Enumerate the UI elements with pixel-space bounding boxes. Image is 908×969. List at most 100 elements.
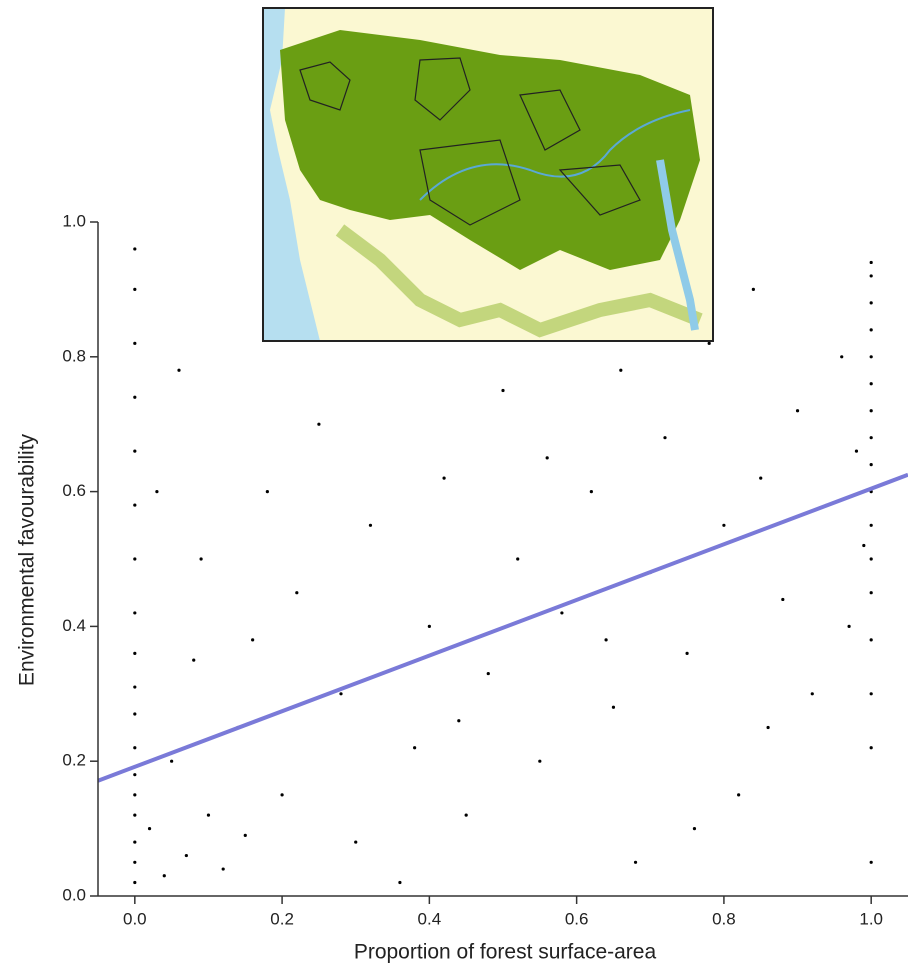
point — [457, 719, 460, 722]
y-tick-label: 0.8 — [62, 346, 86, 365]
point — [133, 247, 136, 250]
x-tick-label: 0.4 — [418, 909, 442, 928]
point — [398, 881, 401, 884]
y-tick-label: 0.6 — [62, 481, 86, 500]
point — [538, 760, 541, 763]
point — [133, 712, 136, 715]
point — [133, 861, 136, 864]
point — [148, 827, 151, 830]
point — [354, 840, 357, 843]
point — [546, 456, 549, 459]
point — [604, 638, 607, 641]
point — [185, 854, 188, 857]
point — [796, 409, 799, 412]
point — [369, 524, 372, 527]
point — [840, 355, 843, 358]
point — [487, 672, 490, 675]
point — [244, 834, 247, 837]
point — [442, 477, 445, 480]
point — [560, 611, 563, 614]
point — [133, 840, 136, 843]
point — [133, 814, 136, 817]
point — [862, 544, 865, 547]
point — [870, 274, 873, 277]
y-axis-title: Environmental favourability — [16, 433, 39, 686]
point — [199, 557, 202, 560]
point — [693, 827, 696, 830]
point — [266, 490, 269, 493]
point — [766, 726, 769, 729]
x-tick-label: 0.8 — [712, 909, 736, 928]
point — [870, 261, 873, 264]
point — [870, 692, 873, 695]
chart: Proportion of forest surface-area Enviro… — [0, 0, 908, 969]
point — [133, 611, 136, 614]
y-tick-label: 0.4 — [62, 616, 86, 635]
point — [133, 503, 136, 506]
point — [870, 355, 873, 358]
point — [413, 746, 416, 749]
x-tick-label: 0.6 — [565, 909, 589, 928]
point — [590, 490, 593, 493]
inset-map — [263, 8, 713, 341]
point — [870, 861, 873, 864]
point — [428, 625, 431, 628]
point — [133, 288, 136, 291]
point — [251, 638, 254, 641]
point — [870, 638, 873, 641]
x-tick-label: 0.2 — [270, 909, 294, 928]
point — [222, 867, 225, 870]
point — [133, 450, 136, 453]
point — [870, 436, 873, 439]
point — [133, 396, 136, 399]
x-tick-label: 0.0 — [123, 909, 147, 928]
point — [133, 685, 136, 688]
point — [133, 746, 136, 749]
point — [295, 591, 298, 594]
point — [339, 692, 342, 695]
point — [619, 369, 622, 372]
point — [781, 598, 784, 601]
point — [133, 652, 136, 655]
point — [207, 814, 210, 817]
point — [870, 746, 873, 749]
point — [516, 557, 519, 560]
point — [155, 490, 158, 493]
point — [870, 557, 873, 560]
x-tick-label: 1.0 — [859, 909, 883, 928]
point — [870, 463, 873, 466]
point — [759, 477, 762, 480]
point — [192, 659, 195, 662]
point — [163, 874, 166, 877]
point — [870, 591, 873, 594]
point — [855, 450, 858, 453]
point — [708, 342, 711, 345]
point — [133, 881, 136, 884]
point — [870, 301, 873, 304]
point — [634, 861, 637, 864]
point — [870, 409, 873, 412]
point — [847, 625, 850, 628]
point — [465, 814, 468, 817]
y-tick-label: 0.0 — [62, 885, 86, 904]
trend-line — [98, 475, 908, 781]
point — [685, 652, 688, 655]
point — [752, 288, 755, 291]
point — [133, 342, 136, 345]
point — [170, 760, 173, 763]
point — [870, 328, 873, 331]
point — [133, 793, 136, 796]
point — [663, 436, 666, 439]
point — [612, 706, 615, 709]
x-axis-title: Proportion of forest surface-area — [354, 941, 657, 964]
y-tick-label: 1.0 — [62, 211, 86, 230]
point — [811, 692, 814, 695]
point — [177, 369, 180, 372]
point — [133, 773, 136, 776]
y-tick-label: 0.2 — [62, 751, 86, 770]
point — [737, 793, 740, 796]
point — [870, 382, 873, 385]
point — [133, 557, 136, 560]
page: Proportion of forest surface-area Enviro… — [0, 0, 908, 969]
point — [870, 524, 873, 527]
